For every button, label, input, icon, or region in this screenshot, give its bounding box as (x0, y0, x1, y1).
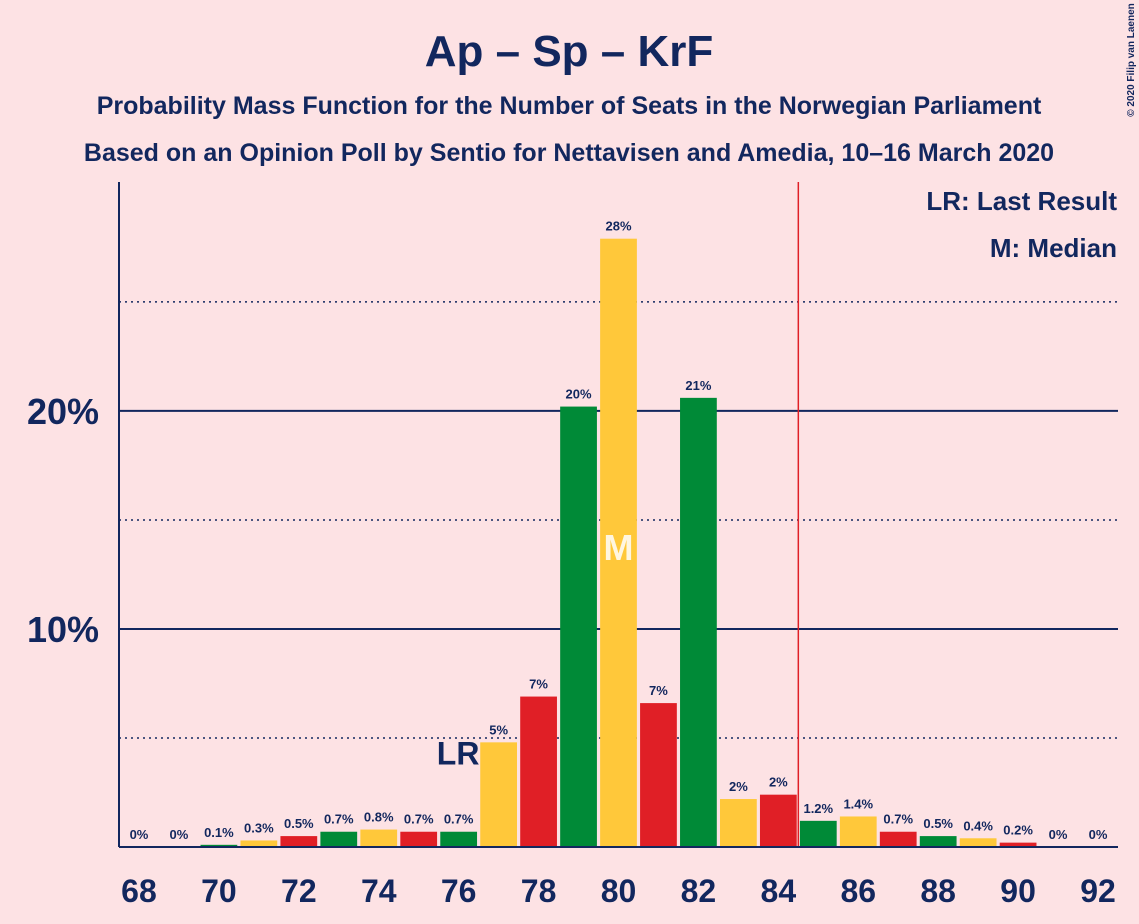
y-tick-label: 20% (27, 391, 99, 432)
value-label: 0% (1089, 827, 1108, 842)
bar (759, 794, 797, 847)
value-label: 0.7% (404, 812, 434, 827)
value-label: 0.7% (883, 812, 913, 827)
last-result-marker: LR (437, 735, 480, 771)
bar (959, 838, 997, 847)
value-label: 21% (685, 378, 711, 393)
value-label: 0.7% (324, 812, 354, 827)
bar (680, 397, 717, 847)
median-marker: M (604, 527, 634, 568)
bar (320, 831, 358, 847)
bar (240, 840, 278, 847)
bar (839, 816, 877, 847)
value-label: 7% (649, 683, 668, 698)
value-label: 0.2% (1003, 823, 1033, 838)
bar (520, 696, 557, 847)
credit: © 2020 Filip van Laenen (1126, 3, 1137, 117)
bar (360, 829, 398, 847)
bar (999, 842, 1037, 847)
value-label: 7% (529, 677, 548, 692)
bar (919, 836, 957, 847)
value-label: 1.2% (803, 801, 833, 816)
x-tick-label: 88 (920, 873, 956, 909)
x-tick-label: 90 (1000, 873, 1036, 909)
legend-entry: M: Median (990, 233, 1117, 263)
value-label: 0.4% (963, 818, 993, 833)
chart-subtitle: Based on an Opinion Poll by Sentio for N… (84, 139, 1054, 167)
bar (560, 406, 597, 847)
bar (200, 844, 238, 847)
x-tick-label: 86 (840, 873, 876, 909)
value-label: 0.3% (244, 820, 274, 835)
y-tick-label: 10% (27, 609, 99, 650)
x-tick-label: 92 (1080, 873, 1116, 909)
x-tick-label: 72 (281, 873, 317, 909)
value-label: 20% (566, 387, 592, 402)
bar (600, 238, 637, 847)
value-label: 0% (130, 827, 149, 842)
value-label: 0.5% (923, 816, 953, 831)
bar (480, 742, 518, 847)
value-label: 5% (489, 722, 508, 737)
x-tick-label: 68 (121, 873, 157, 909)
bar (799, 820, 837, 847)
value-label: 0.1% (204, 825, 234, 840)
bar (879, 831, 917, 847)
bar (400, 831, 438, 847)
value-label: 0% (170, 827, 189, 842)
x-tick-label: 84 (761, 873, 797, 909)
x-tick-label: 74 (361, 873, 397, 909)
chart-subtitle: Probability Mass Function for the Number… (97, 92, 1042, 120)
bar (280, 836, 318, 847)
bar (719, 799, 757, 847)
x-tick-label: 76 (441, 873, 477, 909)
value-label: 1.4% (843, 796, 873, 811)
bar (640, 703, 677, 847)
x-tick-label: 78 (521, 873, 557, 909)
value-label: 2% (769, 775, 788, 790)
bar (440, 831, 478, 847)
value-label: 0.5% (284, 816, 314, 831)
x-tick-label: 80 (601, 873, 637, 909)
value-label: 0.8% (364, 810, 394, 825)
value-label: 0.7% (444, 812, 474, 827)
value-label: 28% (605, 219, 631, 234)
x-tick-label: 70 (201, 873, 237, 909)
x-tick-label: 82 (681, 873, 717, 909)
legend-entry: LR: Last Result (926, 186, 1117, 216)
value-label: 0% (1049, 827, 1068, 842)
value-label: 2% (729, 779, 748, 794)
chart-title: Ap – Sp – KrF (425, 27, 714, 76)
